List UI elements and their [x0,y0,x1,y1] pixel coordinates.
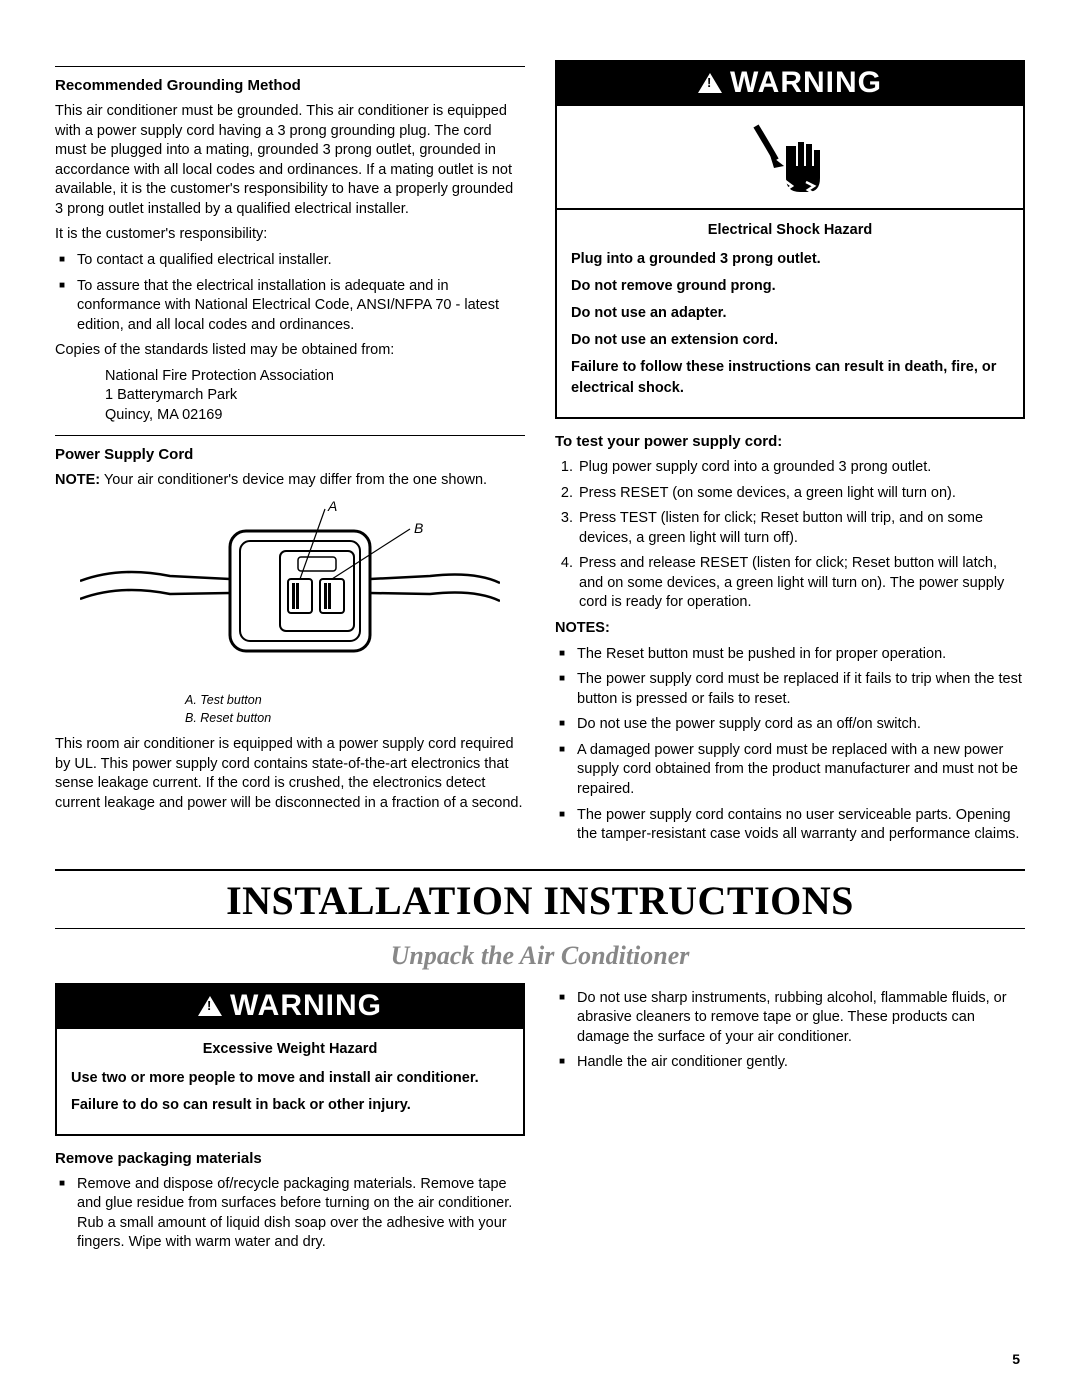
step-item: Press TEST (listen for click; Reset butt… [577,509,1025,548]
warning-header: WARNING [57,985,523,1029]
warning-label: WARNING [230,989,382,1023]
figure-caption: A. Test button B. Reset button [185,692,525,727]
warning-box-weight: WARNING Excessive Weight Hazard Use two … [55,983,525,1136]
warning-line: Do not remove ground prong. [571,276,1009,297]
fig-label-a: A [327,501,337,514]
test-steps: Plug power supply cord into a grounded 3… [555,458,1025,613]
list-item: Do not use sharp instruments, rubbing al… [555,989,1025,1048]
list-item: The power supply cord contains no user s… [555,806,1025,845]
step-item: Press and release RESET (listen for clic… [577,554,1025,613]
list-item: Do not use the power supply cord as an o… [555,715,1025,735]
step-item: Plug power supply cord into a grounded 3… [577,458,1025,478]
page: Recommended Grounding Method This air co… [0,0,1080,1397]
section-rule-top [55,869,1025,871]
divider [55,66,525,67]
address-block: National Fire Protection Association 1 B… [105,367,525,426]
left-column: Recommended Grounding Method This air co… [55,60,525,851]
step-item: Press RESET (on some devices, a green li… [577,484,1025,504]
list-item: Remove and dispose of/recycle packaging … [55,1175,525,1253]
notes-label: NOTES: [555,619,1025,639]
remove-list: Remove and dispose of/recycle packaging … [55,1175,525,1253]
address-line: National Fire Protection Association [105,368,334,384]
page-number: 5 [1012,1351,1020,1367]
fig-label-b: B [414,520,423,536]
grounding-paragraph: This air conditioner must be grounded. T… [55,102,525,219]
bottom-section: WARNING Excessive Weight Hazard Use two … [55,983,1025,1259]
warning-line: Failure to follow these instructions can… [571,357,1009,399]
right-column: WARNING Electrical Shock Haz [555,60,1025,851]
address-line: Quincy, MA 02169 [105,407,222,423]
warning-line: Do not use an extension cord. [571,330,1009,351]
warning-line: Do not use an adapter. [571,303,1009,324]
right-bullets: Do not use sharp instruments, rubbing al… [555,989,1025,1073]
warning-body: Excessive Weight Hazard Use two or more … [57,1029,523,1134]
note-label: NOTE: [55,472,100,488]
test-heading: To test your power supply cord: [555,433,1025,450]
remove-heading: Remove packaging materials [55,1150,525,1167]
caption-b: B. Reset button [185,711,271,725]
electrical-shock-icon [750,120,830,198]
bottom-right-column: Do not use sharp instruments, rubbing al… [555,983,1025,1259]
list-item: Handle the air conditioner gently. [555,1053,1025,1073]
list-item: The power supply cord must be replaced i… [555,670,1025,709]
copies-intro: Copies of the standards listed may be ob… [55,341,525,361]
warning-triangle-icon [698,73,722,93]
bottom-left-column: WARNING Excessive Weight Hazard Use two … [55,983,525,1259]
caption-a: A. Test button [185,693,262,707]
warning-label: WARNING [730,66,882,100]
hazard-icon-zone [557,106,1023,210]
cord-illustration: A B [80,501,500,681]
cord-description: This room air conditioner is equipped wi… [55,735,525,813]
notes-list: The Reset button must be pushed in for p… [555,645,1025,845]
list-item: A damaged power supply cord must be repl… [555,741,1025,800]
warning-line: Plug into a grounded 3 prong outlet. [571,249,1009,270]
grounding-heading: Recommended Grounding Method [55,77,525,94]
top-section: Recommended Grounding Method This air co… [55,60,1025,851]
divider [55,435,525,436]
power-cord-heading: Power Supply Cord [55,446,525,463]
power-cord-figure: A B [55,501,525,686]
warning-triangle-icon [198,996,222,1016]
warning-line: Failure to do so can result in back or o… [71,1095,509,1116]
address-line: 1 Batterymarch Park [105,387,237,403]
installation-title: INSTALLATION INSTRUCTIONS [55,877,1025,924]
note-text: Your air conditioner's device may differ… [100,472,487,488]
responsibility-list: To contact a qualified electrical instal… [55,251,525,335]
note-line: NOTE: Your air conditioner's device may … [55,471,525,491]
list-item: The Reset button must be pushed in for p… [555,645,1025,665]
responsibility-intro: It is the customer's responsibility: [55,225,525,245]
unpack-subtitle: Unpack the Air Conditioner [55,941,1025,971]
notes-label-text: NOTES: [555,620,610,636]
warning-header: WARNING [557,62,1023,106]
warning-body: Electrical Shock Hazard Plug into a grou… [557,210,1023,417]
hazard-title: Excessive Weight Hazard [71,1039,509,1060]
warning-box-electrical: WARNING Electrical Shock Haz [555,60,1025,419]
warning-line: Use two or more people to move and insta… [71,1068,509,1089]
list-item: To assure that the electrical installati… [55,277,525,336]
hazard-title: Electrical Shock Hazard [571,220,1009,241]
section-rule-bottom [55,928,1025,929]
list-item: To contact a qualified electrical instal… [55,251,525,271]
